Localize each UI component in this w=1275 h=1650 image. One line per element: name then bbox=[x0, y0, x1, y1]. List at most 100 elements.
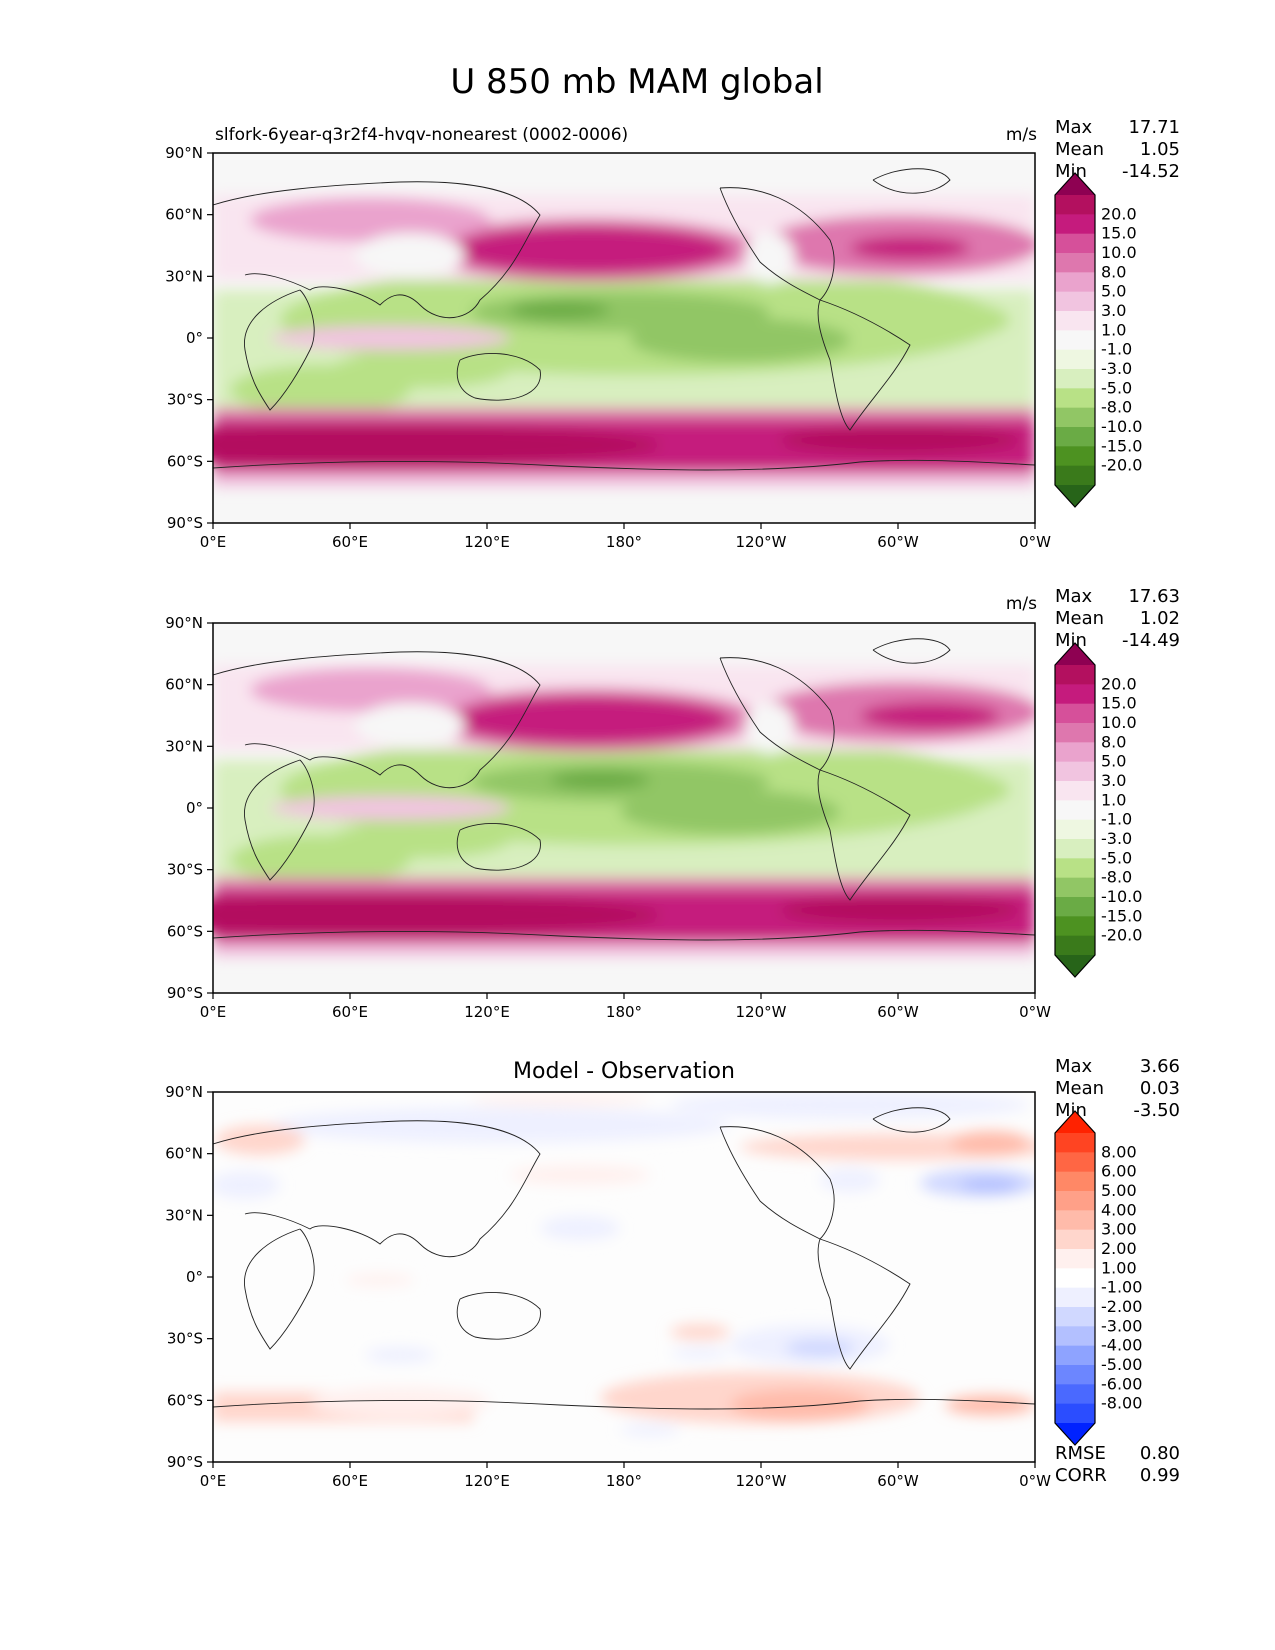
colorbar-label: 1.0 bbox=[1101, 320, 1126, 339]
colorbar-label: -1.00 bbox=[1101, 1278, 1142, 1297]
colorbar-segment bbox=[1055, 291, 1095, 312]
panel-3-x-tick-label: 0°E bbox=[200, 1472, 227, 1490]
colorbar-label: -8.0 bbox=[1101, 398, 1132, 417]
panel-1-stat-max-value: 17.71 bbox=[1128, 117, 1180, 138]
panel-1-stat-min-value: -14.52 bbox=[1122, 161, 1180, 182]
panel-1-coastlines bbox=[213, 168, 1035, 471]
panel-3-y-tick-label: 90°N bbox=[165, 1083, 203, 1101]
colorbar-label: -10.0 bbox=[1101, 417, 1142, 436]
colorbar-extend-max bbox=[1055, 173, 1095, 195]
panel-2-stat-mean-label: Mean bbox=[1055, 608, 1104, 629]
colorbar-label: -20.0 bbox=[1101, 926, 1142, 945]
panel-3-y-tick-label: 30°S bbox=[167, 1330, 203, 1348]
colorbar-segment bbox=[1055, 1403, 1095, 1424]
colorbar-label: 8.00 bbox=[1101, 1142, 1137, 1161]
panel-2-y-tick-label: 90°N bbox=[165, 614, 203, 632]
panel-3-x-tick-label: 180° bbox=[606, 1472, 642, 1490]
panel-3-y-tick-label: 60°S bbox=[167, 1391, 203, 1409]
colorbar-segment bbox=[1055, 388, 1095, 409]
colorbar-segment bbox=[1055, 195, 1095, 215]
colorbar-segment bbox=[1055, 1384, 1095, 1405]
panel-2-field bbox=[213, 623, 1035, 993]
colorbar-label: 2.00 bbox=[1101, 1239, 1137, 1258]
panel-3-stat-min-value: -3.50 bbox=[1133, 1100, 1180, 1121]
panel-3-colorbar: 8.006.005.004.003.002.001.00-1.00-2.00-3… bbox=[1054, 1110, 1142, 1446]
panel-1-colorbar: 20.015.010.08.05.03.01.0-1.0-3.0-5.0-8.0… bbox=[1054, 172, 1142, 508]
colorbar-segment bbox=[1055, 1287, 1095, 1308]
panel-3-bottom-stats: RMSE 0.80 CORR 0.99 bbox=[1055, 1443, 1180, 1486]
panel-1-x-tick-label: 180° bbox=[606, 533, 642, 551]
colorbar-label: 5.0 bbox=[1101, 752, 1126, 771]
colorbar-label: 5.0 bbox=[1101, 282, 1126, 301]
panel-2-x-tick-label: 60°W bbox=[877, 1003, 919, 1021]
colorbar-segment bbox=[1055, 819, 1095, 840]
panel-2-stat-mean-value: 1.02 bbox=[1140, 608, 1180, 629]
panel-1-x-tick-label: 60°W bbox=[877, 533, 919, 551]
colorbar-label: 10.0 bbox=[1101, 243, 1137, 262]
panel-3-x-tick-label: 0°W bbox=[1019, 1472, 1051, 1490]
panel-1-stats: Max 17.71 Mean 1.05 Min -14.52 bbox=[1055, 117, 1180, 182]
panel-1-units: m/s bbox=[1006, 125, 1037, 145]
figure-title: U 850 mb MAM global bbox=[450, 62, 823, 102]
colorbar-label: 10.0 bbox=[1101, 713, 1137, 732]
colorbar-segment bbox=[1055, 916, 1095, 937]
colorbar-label: -1.0 bbox=[1101, 810, 1132, 829]
panel-3-stat-mean-label: Mean bbox=[1055, 1078, 1104, 1099]
colorbar-segment bbox=[1055, 1249, 1095, 1269]
colorbar-segment bbox=[1055, 1345, 1095, 1366]
panel-3-x-tick-label: 60°E bbox=[332, 1472, 368, 1490]
colorbar-segment bbox=[1055, 253, 1095, 273]
colorbar-segment bbox=[1055, 877, 1095, 898]
panel-3-field bbox=[213, 1092, 1035, 1462]
panel-2-stat-min-value: -14.49 bbox=[1122, 630, 1180, 651]
colorbar-label: -8.0 bbox=[1101, 868, 1132, 887]
colorbar-segment bbox=[1055, 1326, 1095, 1347]
panel-1-y-tick-label: 60°N bbox=[165, 206, 203, 224]
panel-1-field bbox=[213, 153, 1035, 523]
colorbar-extend-min bbox=[1055, 955, 1095, 977]
colorbar-segment bbox=[1055, 1210, 1095, 1231]
colorbar-label: -15.0 bbox=[1101, 906, 1142, 925]
colorbar-segment bbox=[1055, 369, 1095, 389]
panel-2-stats: Max 17.63 Mean 1.02 Min -14.49 bbox=[1055, 586, 1180, 651]
colorbar-label: 15.0 bbox=[1101, 224, 1137, 243]
colorbar-segment bbox=[1055, 781, 1095, 801]
panel-1-stat-max-label: Max bbox=[1055, 117, 1093, 138]
colorbar-label: 3.0 bbox=[1101, 771, 1126, 790]
colorbar-segment bbox=[1055, 684, 1095, 705]
panel-2: m/s bbox=[165, 586, 1180, 1021]
panel-1: slfork-6year-q3r2f4-hvqv-nonearest (0002… bbox=[165, 117, 1180, 551]
colorbar-extend-min bbox=[1055, 1423, 1095, 1445]
panel-2-coastlines bbox=[213, 638, 1035, 941]
colorbar-label: 1.0 bbox=[1101, 790, 1126, 809]
colorbar-segment bbox=[1055, 330, 1095, 351]
panel-1-x-tick-label: 60°E bbox=[332, 533, 368, 551]
panel-3-x-tick-label: 120°E bbox=[464, 1472, 510, 1490]
colorbar-label: 20.0 bbox=[1101, 674, 1137, 693]
panel-2-x-tick-label: 120°W bbox=[736, 1003, 787, 1021]
panel-2-x-tick-label: 120°E bbox=[464, 1003, 510, 1021]
colorbar-segment bbox=[1055, 349, 1095, 370]
panel-2-x-tick-label: 60°E bbox=[332, 1003, 368, 1021]
panel-3-y-tick-label: 30°N bbox=[165, 1206, 203, 1224]
panel-3-x-tick-label: 60°W bbox=[877, 1472, 919, 1490]
panel-1-x-tick-label: 120°W bbox=[736, 533, 787, 551]
panel-1-x-tick-label: 120°E bbox=[464, 533, 510, 551]
panel-1-title: slfork-6year-q3r2f4-hvqv-nonearest (0002… bbox=[215, 125, 628, 145]
panel-3-stat-max-label: Max bbox=[1055, 1056, 1093, 1077]
panel-1-y-tick-label: 30°S bbox=[167, 391, 203, 409]
colorbar-segment bbox=[1055, 1191, 1095, 1211]
panel-2-y-tick-label: 30°S bbox=[167, 861, 203, 879]
colorbar-label: 15.0 bbox=[1101, 694, 1137, 713]
panel-1-y-tick-label: 0° bbox=[186, 329, 203, 347]
panel-2-y-tick-label: 60°S bbox=[167, 922, 203, 940]
colorbar-segment bbox=[1055, 1229, 1095, 1250]
panel-1-y-tick-label: 90°S bbox=[167, 514, 203, 532]
panel-3-stat-mean-value: 0.03 bbox=[1140, 1078, 1180, 1099]
colorbar-segment bbox=[1055, 839, 1095, 859]
colorbar-segment bbox=[1055, 897, 1095, 917]
colorbar-segment bbox=[1055, 1152, 1095, 1173]
panel-3-corr-label: CORR bbox=[1055, 1465, 1107, 1486]
colorbar-label: 1.00 bbox=[1101, 1258, 1137, 1277]
